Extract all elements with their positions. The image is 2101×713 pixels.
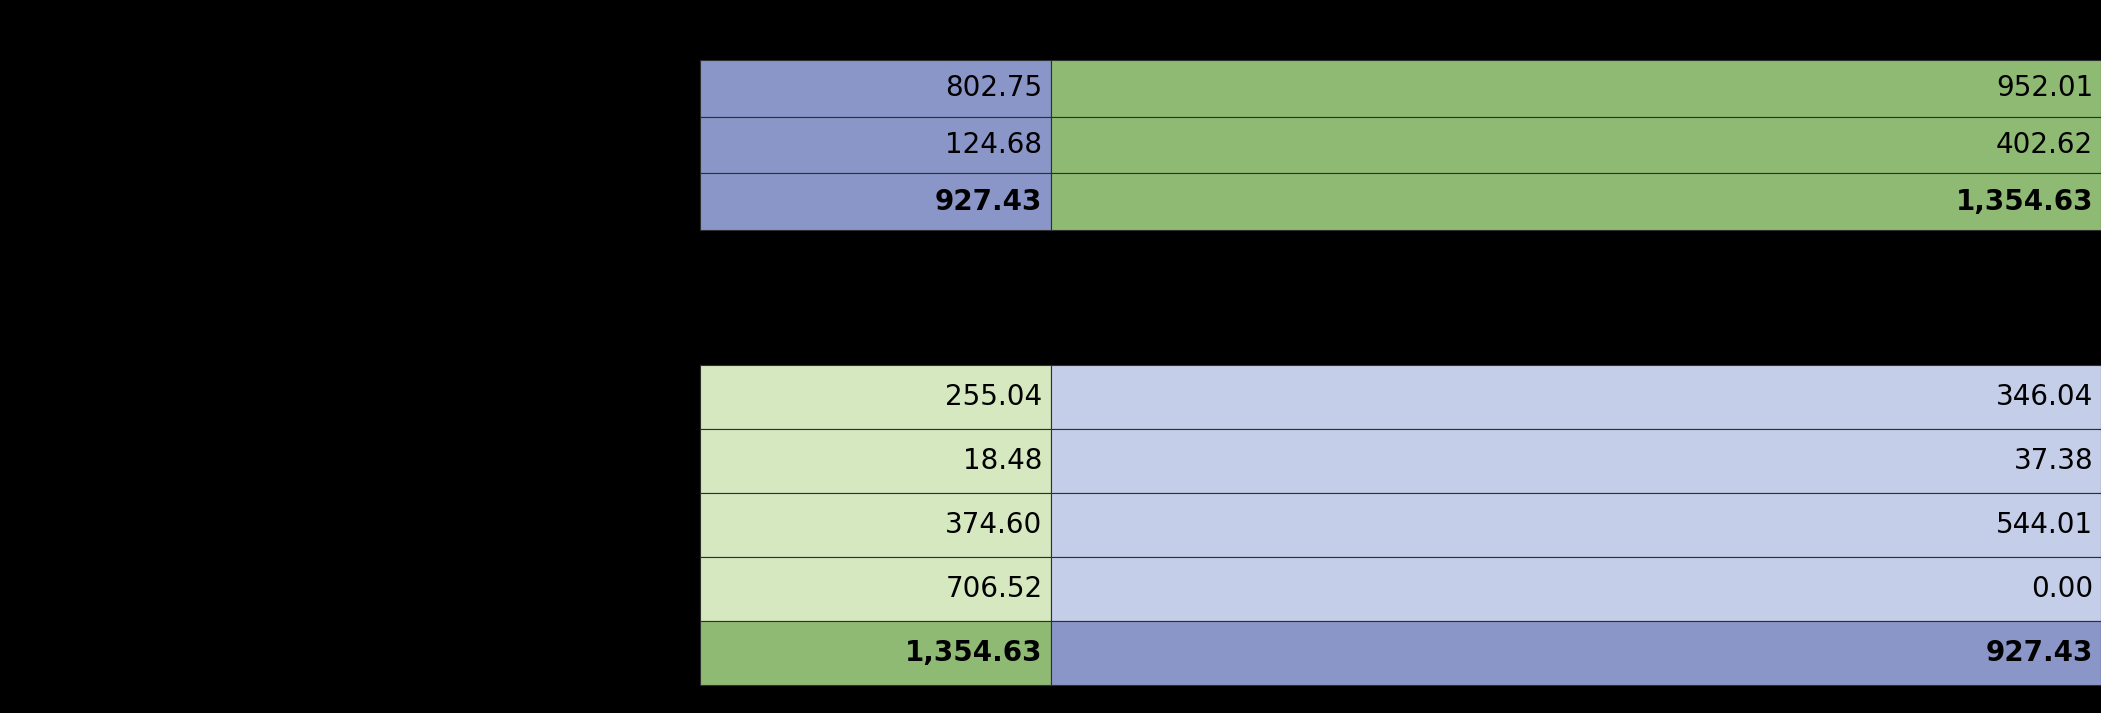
- Text: 927.43: 927.43: [935, 188, 1042, 215]
- Bar: [1050, 365, 2101, 429]
- Bar: [1050, 60, 2101, 117]
- Text: 952.01: 952.01: [1996, 74, 2093, 103]
- Bar: [700, 621, 1050, 685]
- Bar: [1050, 621, 2101, 685]
- Bar: [700, 173, 1050, 230]
- Bar: [700, 365, 1050, 429]
- Text: 18.48: 18.48: [962, 447, 1042, 475]
- Bar: [1050, 117, 2101, 173]
- Text: 255.04: 255.04: [945, 383, 1042, 411]
- Text: 0.00: 0.00: [2032, 575, 2093, 603]
- Text: 402.62: 402.62: [1996, 131, 2093, 159]
- Bar: [1050, 429, 2101, 493]
- Text: 346.04: 346.04: [1996, 383, 2093, 411]
- Bar: [700, 493, 1050, 557]
- Bar: [1050, 557, 2101, 621]
- Text: 706.52: 706.52: [945, 575, 1042, 603]
- Bar: [700, 429, 1050, 493]
- Text: 1,354.63: 1,354.63: [1956, 188, 2093, 215]
- Bar: [700, 117, 1050, 173]
- Text: 927.43: 927.43: [1985, 639, 2093, 667]
- Text: 124.68: 124.68: [945, 131, 1042, 159]
- Bar: [1050, 493, 2101, 557]
- Bar: [1050, 173, 2101, 230]
- Bar: [700, 557, 1050, 621]
- Text: 544.01: 544.01: [1996, 511, 2093, 539]
- Text: 37.38: 37.38: [2013, 447, 2093, 475]
- Bar: [700, 60, 1050, 117]
- Text: 1,354.63: 1,354.63: [906, 639, 1042, 667]
- Text: 802.75: 802.75: [945, 74, 1042, 103]
- Text: 374.60: 374.60: [945, 511, 1042, 539]
